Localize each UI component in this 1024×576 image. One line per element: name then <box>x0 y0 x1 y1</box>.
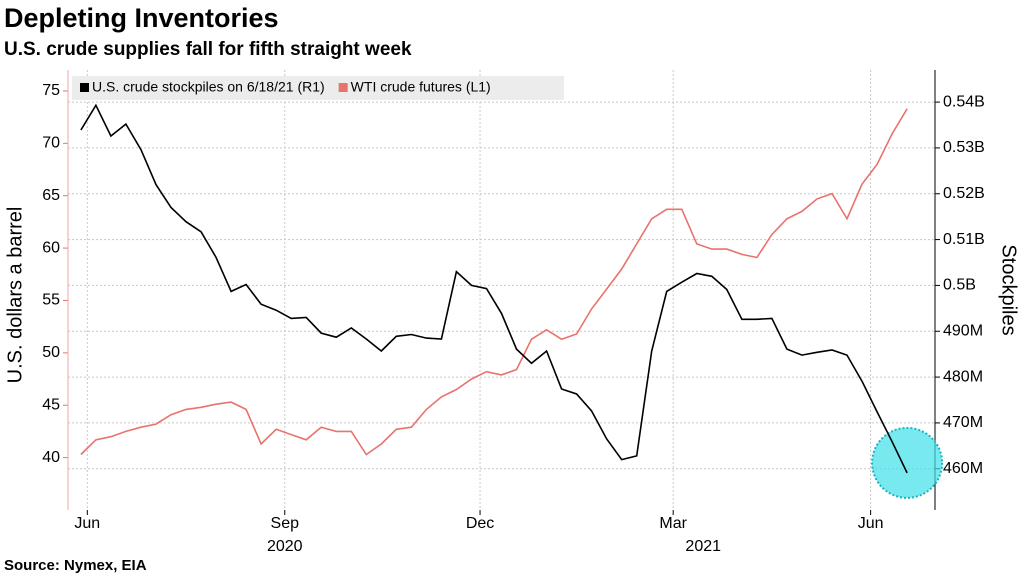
source: Source: Nymex, EIA <box>4 557 147 574</box>
legend-label: U.S. crude stockpiles on 6/18/21 (R1) <box>92 79 325 95</box>
y-tick-label: 45 <box>42 396 60 413</box>
y2-tick-label: 460M <box>943 460 983 477</box>
y-tick-label: 55 <box>42 292 60 309</box>
y2-tick-label: 0.51B <box>943 231 985 248</box>
y2-tick-label: 0.52B <box>943 185 985 202</box>
y-tick-label: 60 <box>42 239 60 256</box>
y-tick-label: 50 <box>42 344 60 361</box>
x-tick-label: Jun <box>858 515 884 532</box>
y2-axis-label: Stockpiles <box>998 244 1020 335</box>
y2-tick-label: 470M <box>943 414 983 431</box>
y2-tick-label: 0.5B <box>943 277 976 294</box>
legend: U.S. crude stockpiles on 6/18/21 (R1) WTI… <box>72 76 564 100</box>
x-year-label: 2020 <box>267 538 303 555</box>
y-tick-label: 70 <box>42 135 60 152</box>
series-line <box>80 108 908 456</box>
y2-tick-label: 480M <box>943 368 983 385</box>
y2-tick-label: 0.54B <box>943 93 985 110</box>
y-tick-label: 65 <box>42 187 60 204</box>
x-tick-label: Sep <box>271 515 300 532</box>
series-line <box>80 103 908 474</box>
x-year-label: 2021 <box>685 538 721 555</box>
y-axis-label: U.S. dollars a barrel <box>4 207 26 384</box>
legend-swatch <box>80 83 89 92</box>
y-tick-label: 75 <box>42 82 60 99</box>
legend-label: WTI crude futures (L1) <box>351 79 491 95</box>
x-tick-label: Dec <box>466 515 494 532</box>
legend-box <box>72 76 564 100</box>
y2-tick-label: 0.53B <box>943 139 985 156</box>
x-tick-label: Mar <box>659 515 687 532</box>
chart-subtitle: U.S. crude supplies fall for fifth strai… <box>4 39 412 60</box>
legend-swatch <box>338 83 348 92</box>
y2-tick-label: 490M <box>943 322 983 339</box>
y-tick-label: 40 <box>42 449 60 466</box>
chart-title: Depleting Inventories <box>4 3 279 33</box>
x-tick-label: Jun <box>74 515 100 532</box>
highlight-circle <box>871 426 944 499</box>
